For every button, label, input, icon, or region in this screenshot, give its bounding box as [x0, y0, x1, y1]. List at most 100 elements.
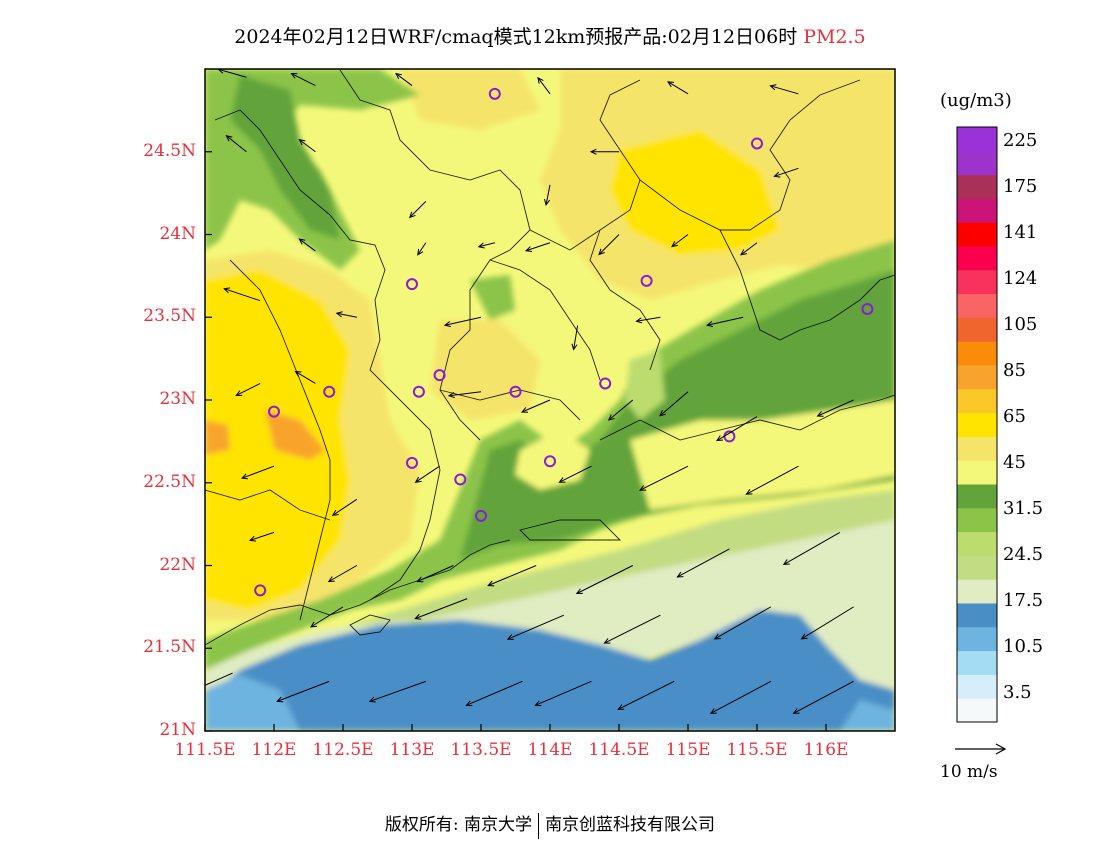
x-tick-label: 111.5E: [174, 740, 236, 760]
legend-swatch: [957, 555, 997, 580]
legend-swatch: [957, 698, 997, 723]
wind-arrow: [235, 383, 261, 396]
legend-label: 225: [1003, 130, 1038, 151]
x-tick-label: 114.5E: [588, 740, 650, 760]
legend-label: 31.5: [1003, 498, 1044, 519]
legend-swatch: [957, 412, 997, 437]
legend-swatch: [957, 150, 997, 176]
title-main: 2024年02月12日WRF/cmaq模式12km预报产品:02月12日06时: [234, 26, 798, 48]
wind-arrow: [816, 399, 854, 417]
credit-line: 版权所有: 南京大学 南京创蓝科技有限公司: [0, 810, 1100, 839]
wind-arrow: [659, 391, 689, 417]
wind-arrow: [667, 81, 689, 95]
wind-arrow: [800, 606, 854, 640]
y-tick-label: 24.5N: [143, 140, 196, 161]
wind-arrow: [240, 465, 275, 480]
station-markers: [254, 87, 874, 597]
wind-arrow: [447, 391, 482, 399]
legend-label: 65: [1003, 406, 1026, 427]
wind-arrow: [534, 680, 592, 707]
wind-arrow: [408, 201, 427, 219]
x-tick-label: 115.5E: [726, 740, 788, 760]
wind-arrow: [745, 465, 799, 495]
legend-swatch: [957, 341, 997, 366]
wind-arrow: [769, 84, 799, 95]
station-marker: [488, 87, 501, 100]
wind-arrow: [635, 316, 661, 324]
wind-arrow: [225, 135, 247, 153]
legend-swatch: [957, 460, 997, 485]
wind-arrow: [327, 565, 358, 583]
legend-swatch: [957, 626, 997, 652]
legend-label: 175: [1003, 176, 1038, 197]
wind-arrow: [223, 287, 261, 302]
x-tick-label: 114E: [527, 740, 573, 760]
station-marker: [254, 584, 267, 597]
legend-label: 17.5: [1003, 590, 1044, 611]
x-tick-label: 116E: [803, 740, 849, 760]
wind-arrow: [205, 672, 233, 686]
station-marker: [751, 137, 763, 150]
y-tick-label: 24N: [159, 223, 196, 244]
wind-arrow: [294, 370, 316, 384]
y-tick-label: 21N: [159, 720, 196, 740]
legend-label: 85: [1003, 360, 1026, 381]
legend-swatch: [957, 365, 997, 390]
legend-colorbar: [956, 126, 998, 723]
legend-swatch: [957, 507, 997, 533]
legend-label: 10.5: [1003, 636, 1044, 657]
legend-swatch: [957, 531, 997, 556]
wind-arrow: [524, 242, 551, 253]
credit-owner: 版权所有: 南京大学: [384, 815, 533, 835]
credit-partner: 南京创蓝科技有限公司: [545, 815, 716, 835]
legend-swatch: [957, 317, 997, 342]
wind-arrow: [617, 680, 675, 710]
wind-arrow: [537, 76, 551, 95]
station-marker: [433, 369, 446, 382]
legend-swatch: [957, 222, 997, 247]
wind-arrow: [782, 531, 841, 565]
station-marker: [861, 302, 874, 315]
legend-label: 124: [1003, 268, 1038, 289]
legend-swatch: [957, 436, 997, 461]
wind-arrow: [298, 139, 316, 153]
wind-arrow: [368, 680, 426, 703]
legend-label: 24.5: [1003, 544, 1044, 565]
wind-arrow: [331, 498, 358, 516]
legend-swatch: [957, 127, 997, 152]
wind-arrow: [598, 234, 620, 256]
wind-arrow: [487, 565, 537, 587]
legend-swatch: [957, 246, 997, 271]
legend-swatch: [957, 603, 997, 628]
wind-arrow: [414, 598, 468, 620]
wind-arrow: [477, 242, 495, 249]
wind-arrow: [671, 234, 689, 248]
station-marker: [454, 473, 467, 486]
wind-vectors: [205, 69, 854, 714]
wind-arrow: [589, 148, 619, 155]
y-tick-label: 21.5N: [143, 637, 196, 658]
wind-arrow: [310, 606, 344, 628]
wind-arrow: [248, 531, 275, 542]
boundary-lines: [205, 69, 895, 646]
station-marker: [475, 509, 487, 522]
legend-label: 105: [1003, 314, 1038, 335]
wind-arrow: [676, 548, 730, 578]
vector-scale-label: 10 m/s: [940, 762, 998, 782]
legend-label: 141: [1003, 222, 1038, 243]
wind-arrow: [290, 73, 316, 86]
wind-arrow: [716, 416, 758, 442]
wind-arrow: [792, 680, 854, 714]
wind-arrow: [740, 242, 758, 256]
wind-arrow: [298, 238, 316, 252]
legend-swatch: [957, 198, 997, 223]
legend-swatch: [957, 174, 997, 199]
legend-swatch: [957, 674, 997, 699]
wind-arrow: [558, 465, 592, 483]
station-marker: [599, 377, 612, 390]
title-pollutant: PM2.5: [803, 26, 866, 48]
station-marker: [640, 274, 653, 287]
legend-swatch: [957, 269, 997, 295]
station-marker: [268, 405, 280, 418]
wind-arrow: [575, 565, 634, 595]
